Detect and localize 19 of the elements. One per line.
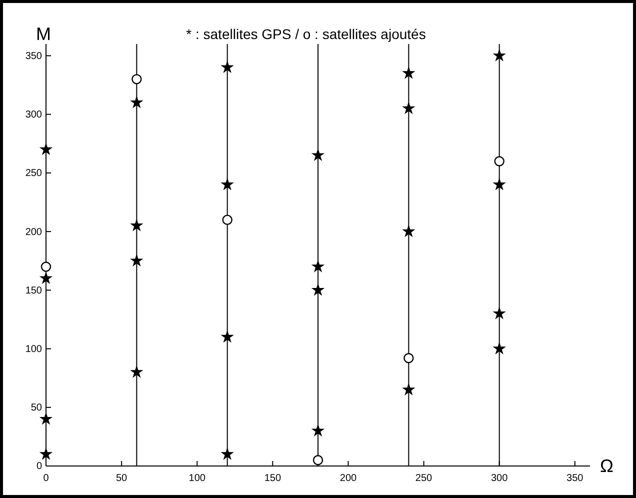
x-tick-label: 300 [490, 473, 508, 484]
x-tick-label: 200 [340, 473, 357, 484]
x-axis-title: Ω [600, 456, 614, 476]
y-tick-label: 100 [25, 344, 42, 355]
x-tick-label: 150 [264, 473, 282, 484]
y-tick-label: 200 [25, 226, 42, 238]
chart-title: * : satellites GPS / o : satellites ajoutés [186, 26, 426, 42]
y-tick-label: 0 [36, 461, 42, 472]
y-tick-label: 300 [25, 110, 42, 121]
y-tick-label: 50 [30, 402, 42, 414]
y-tick-label: 150 [25, 285, 42, 296]
y-axis-title: M [36, 24, 51, 44]
x-tick-label: 50 [116, 473, 128, 484]
x-tick-label: 250 [415, 473, 433, 484]
x-tick-label: 100 [188, 473, 206, 484]
x-tick-label: 0 [43, 473, 50, 484]
y-tick-label: 250 [25, 168, 42, 180]
x-tick-label: 350 [566, 473, 584, 484]
y-tick-label: 350 [25, 50, 42, 62]
